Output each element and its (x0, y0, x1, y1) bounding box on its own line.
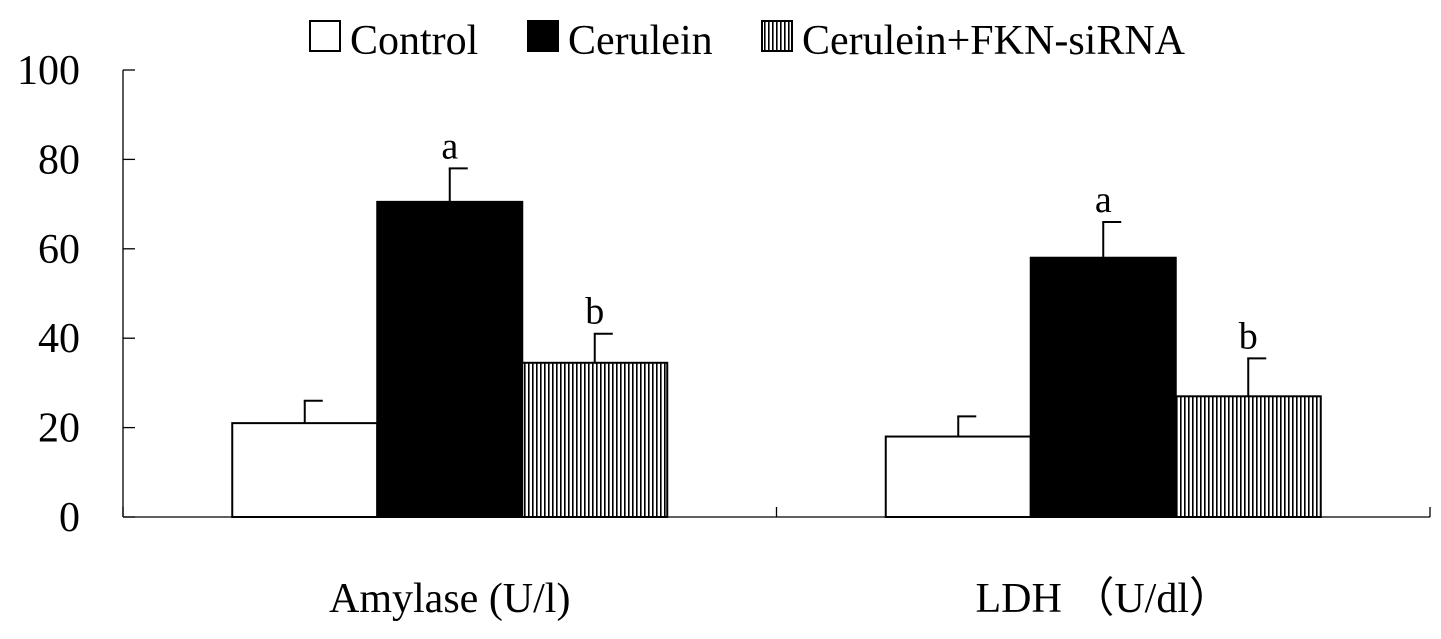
bar-cerulein-1 (1029, 256, 1177, 518)
y-tick-label: 60 (38, 227, 80, 273)
bar-cerulein-fkn-sirna-0 (521, 361, 669, 518)
legend-swatch-control (309, 20, 341, 52)
legend-label-cerulein: Cerulein (568, 18, 713, 64)
bars (231, 167, 1322, 519)
legend-swatch-cerulein-fkn-sirna (761, 20, 793, 52)
legend: Control Cerulein Cerulein+FKN-siRNA (309, 18, 1186, 64)
labels: 0 20 40 60 80 100 a b Amylase (U/l) a b LDH （U/dl） (17, 48, 1258, 622)
annotation-cerulein-1: a (1095, 179, 1112, 221)
bar-cerulein-fkn-sirna-1 (1174, 395, 1322, 518)
y-tick-label: 80 (38, 137, 80, 183)
category-label-0: Amylase (U/l) (329, 576, 570, 622)
bar-control-1 (884, 435, 1032, 519)
y-tick-label: 20 (38, 406, 80, 452)
bar-control-0 (231, 422, 379, 519)
legend-label-control: Control (350, 18, 478, 64)
category-label-1: LDH （U/dl） (976, 576, 1232, 622)
annotation-cerulein-fkn-sirna-0: b (585, 291, 604, 333)
legend-label-cerulein-fkn-sirna: Cerulein+FKN-siRNA (802, 18, 1186, 64)
y-tick-label: 0 (59, 495, 80, 541)
legend-swatch-cerulein (527, 20, 559, 52)
y-tick-label: 100 (17, 48, 80, 94)
annotation-cerulein-0: a (441, 125, 458, 167)
y-tick-label: 40 (38, 316, 80, 362)
annotation-cerulein-fkn-sirna-1: b (1239, 315, 1258, 357)
bar-cerulein-0 (376, 200, 524, 519)
